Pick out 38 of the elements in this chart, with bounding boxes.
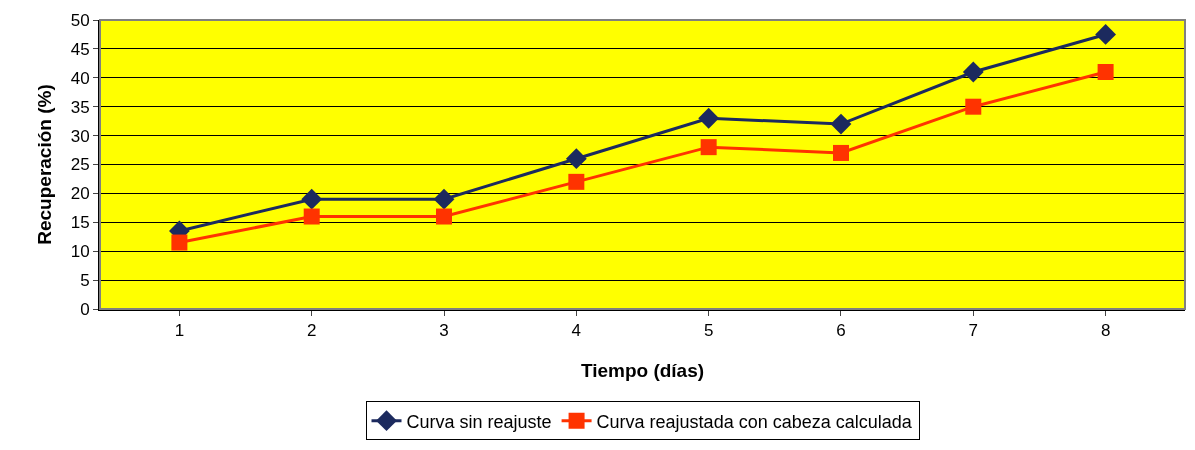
y-axis-title: Recuperación (%) xyxy=(34,84,55,245)
point xyxy=(1097,64,1114,81)
x-tick-label: 7 xyxy=(968,321,979,341)
y-tick-label: 20 xyxy=(70,184,90,204)
x-tick-label: 8 xyxy=(1100,321,1111,341)
legend-label: Curva reajustada con cabeza calculada xyxy=(596,411,913,432)
y-tick-label: 35 xyxy=(70,97,90,117)
point xyxy=(1095,24,1117,45)
point xyxy=(436,208,453,225)
point xyxy=(962,61,984,83)
point xyxy=(965,98,982,115)
y-tick-label: 10 xyxy=(70,242,90,262)
y-tick-label: 30 xyxy=(70,126,90,146)
x-tick-label: 5 xyxy=(703,321,714,341)
y-tick-label: 15 xyxy=(70,213,90,233)
point xyxy=(433,188,455,210)
y-tick-label: 50 xyxy=(70,10,90,30)
point xyxy=(700,139,717,156)
y-tick-label: 5 xyxy=(80,271,90,291)
x-axis-title: Tiempo (días) xyxy=(580,360,705,381)
x-tick-label: 6 xyxy=(836,321,846,341)
point xyxy=(830,113,852,135)
y-tick-label: 40 xyxy=(70,68,90,88)
x-tick-label: 2 xyxy=(306,321,317,341)
point xyxy=(303,208,320,225)
point xyxy=(301,188,323,210)
point xyxy=(171,234,188,251)
y-tick-label: 45 xyxy=(70,39,90,59)
y-tick-label: 0 xyxy=(80,299,90,319)
y-tick-label: 25 xyxy=(70,155,90,175)
x-tick-label: 4 xyxy=(571,321,582,341)
x-tick-label: 3 xyxy=(439,321,449,341)
point xyxy=(565,148,587,170)
point xyxy=(698,107,720,129)
point xyxy=(832,144,849,161)
legend-label: Curva sin reajuste xyxy=(406,411,552,432)
point xyxy=(568,173,585,190)
x-tick-label: 1 xyxy=(174,321,185,341)
